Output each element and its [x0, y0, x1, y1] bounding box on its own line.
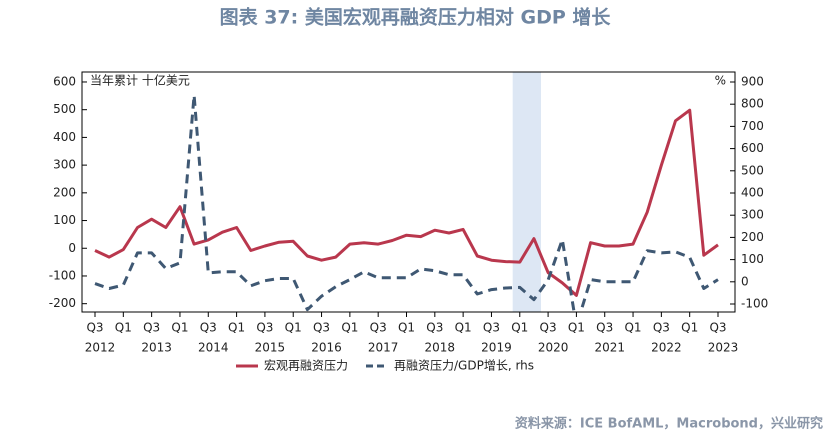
x-tick-label: Q1: [568, 321, 585, 335]
y-tick-label: 500: [53, 102, 76, 116]
x-tick-label: Q1: [398, 321, 415, 335]
y2-tick-label: 500: [741, 163, 764, 177]
x-tick-label: Q3: [483, 321, 500, 335]
year-label: 2018: [425, 341, 456, 355]
left-unit: 当年累计 十亿美元: [90, 73, 190, 88]
legend-label: 宏观再融资压力: [264, 358, 348, 373]
x-tick-label: Q3: [256, 321, 273, 335]
year-label: 2013: [141, 341, 172, 355]
x-tick-label: Q1: [624, 321, 641, 335]
y2-tick-label: 900: [741, 74, 764, 88]
x-tick-label: Q3: [596, 321, 613, 335]
y-tick-label: 200: [53, 185, 76, 199]
x-tick-label: Q3: [653, 321, 670, 335]
y-tick-label: 0: [68, 241, 76, 255]
chart-title: 图表 37: 美国宏观再融资压力相对 GDP 增长: [220, 6, 612, 29]
y-tick-label: 600: [53, 74, 76, 88]
y2-tick-label: 300: [741, 208, 764, 222]
plot-frame: [81, 71, 736, 313]
legend-label: 再融资压力/GDP增长, rhs: [394, 359, 534, 373]
x-tick-label: Q1: [341, 321, 358, 335]
source: 资料来源：ICE BofAML，Macrobond，兴业研究: [515, 416, 823, 432]
y2-tick-label: -100: [741, 297, 768, 311]
y-tick-label: 100: [53, 213, 76, 227]
year-label: 2020: [538, 341, 569, 355]
y2-tick-label: 200: [741, 230, 764, 244]
x-tick-label: Q1: [115, 321, 132, 335]
year-label: 2023: [708, 341, 739, 355]
year-label: 2019: [481, 341, 512, 355]
y2-tick-label: 100: [741, 252, 764, 266]
series-line: [94, 108, 719, 297]
y-tick-label: -200: [49, 296, 76, 310]
year-label: 2022: [651, 341, 682, 355]
y2-tick-label: 700: [741, 119, 764, 133]
y-tick-label: 300: [53, 158, 76, 172]
year-label: 2015: [255, 341, 286, 355]
series-line: [94, 93, 719, 312]
x-tick-label: Q3: [313, 321, 330, 335]
y2-tick-label: 800: [741, 97, 764, 111]
x-tick-label: Q1: [228, 321, 245, 335]
x-tick-label: Q1: [511, 321, 528, 335]
year-label: 2021: [594, 341, 625, 355]
x-tick-label: Q3: [709, 321, 726, 335]
y-tick-label: 400: [53, 130, 76, 144]
x-tick-label: Q1: [681, 321, 698, 335]
highlight-band: [512, 72, 542, 312]
year-label: 2014: [198, 341, 229, 355]
x-tick-label: Q3: [143, 321, 160, 335]
x-tick-label: Q3: [426, 321, 443, 335]
y2-tick-label: 0: [741, 274, 749, 288]
x-tick-label: Q3: [540, 321, 557, 335]
year-label: 2017: [368, 341, 399, 355]
year-label: 2016: [311, 341, 342, 355]
year-label: 2012: [85, 341, 116, 355]
x-tick-label: Q1: [171, 321, 188, 335]
x-tick-label: Q3: [200, 321, 217, 335]
x-tick-label: Q1: [285, 321, 302, 335]
y2-tick-label: 400: [741, 185, 764, 199]
right-unit: %: [715, 74, 726, 88]
x-tick-label: Q3: [86, 321, 103, 335]
y-tick-label: -100: [49, 268, 76, 282]
lines: [94, 93, 719, 312]
y2-tick-label: 600: [741, 141, 764, 155]
x-tick-label: Q3: [370, 321, 387, 335]
x-tick-label: Q1: [455, 321, 472, 335]
